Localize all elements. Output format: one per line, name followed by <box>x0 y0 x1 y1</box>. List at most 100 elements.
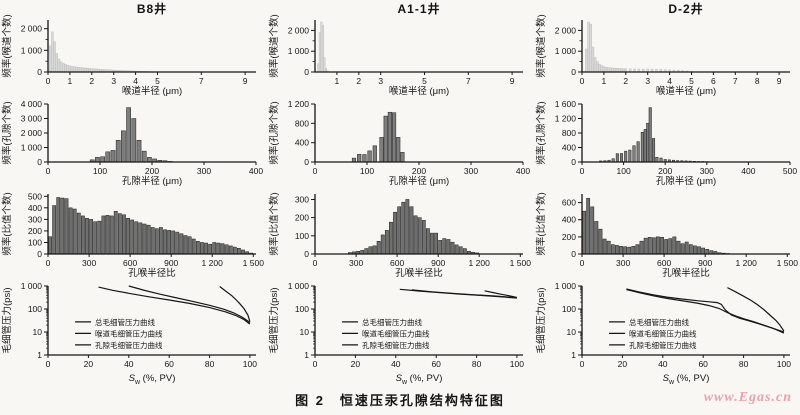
svg-text:100: 100 <box>777 359 791 369</box>
svg-text:0: 0 <box>313 359 318 369</box>
svg-text:10: 10 <box>567 327 577 337</box>
svg-text:频率(比值个数): 频率(比值个数) <box>268 192 280 255</box>
svg-text:400: 400 <box>249 166 263 176</box>
svg-text:900: 900 <box>431 258 445 268</box>
svg-text:喉道毛细管压力曲线: 喉道毛细管压力曲线 <box>95 328 163 338</box>
svg-text:9: 9 <box>510 76 515 86</box>
svg-text:孔隙毛细管压力曲线: 孔隙毛细管压力曲线 <box>629 340 697 350</box>
svg-text:1 000: 1 000 <box>555 46 577 56</box>
svg-text:0: 0 <box>313 166 318 176</box>
svg-text:0: 0 <box>37 157 42 167</box>
svg-text:喉道半径 (μm): 喉道半径 (μm) <box>389 85 449 97</box>
svg-text:400: 400 <box>562 143 576 153</box>
svg-text:0: 0 <box>46 76 51 86</box>
svg-text:100: 100 <box>28 304 42 314</box>
chart-d-2-pore-radius-histogram: 0 100 200 300 400 500 0 400 800 1 200 1 600 频率(孔隙个数… <box>535 99 797 187</box>
svg-text:900: 900 <box>164 258 178 268</box>
svg-text:400: 400 <box>516 166 530 176</box>
svg-text:600: 600 <box>562 198 576 208</box>
svg-text:频率(孔隙个数): 频率(孔隙个数) <box>1 101 13 164</box>
svg-text:800: 800 <box>295 118 309 128</box>
chart-a1-1-pore-radius-histogram: 0 100 200 300 400 0 400 800 1 200 频率(孔隙个数) 孔隙半径 (μ… <box>268 99 530 187</box>
svg-text:毛细管压力(psi): 毛细管压力(psi) <box>1 288 13 354</box>
svg-text:0: 0 <box>304 249 309 259</box>
svg-text:总毛细管压力曲线: 总毛细管压力曲线 <box>629 317 689 327</box>
svg-text:孔喉半径比: 孔喉半径比 <box>662 267 710 279</box>
svg-text:喉道毛细管压力曲线: 喉道毛细管压力曲线 <box>629 328 697 338</box>
svg-text:0: 0 <box>580 258 585 268</box>
svg-text:孔喉半径比: 孔喉半径比 <box>395 267 443 279</box>
svg-text:400: 400 <box>562 215 576 225</box>
svg-text:频率(比值个数): 频率(比值个数) <box>535 192 547 255</box>
svg-text:频率(孔隙个数): 频率(孔隙个数) <box>268 101 280 164</box>
svg-text:6: 6 <box>711 76 716 86</box>
svg-text:0: 0 <box>304 67 309 77</box>
svg-text:100: 100 <box>360 166 374 176</box>
svg-text:10: 10 <box>33 327 43 337</box>
well-title-a1-1: A1-1井 <box>397 2 441 16</box>
svg-text:1 600: 1 600 <box>555 99 577 109</box>
svg-text:1 000: 1 000 <box>21 143 43 153</box>
svg-text:孔隙半径 (μm): 孔隙半径 (μm) <box>122 175 182 187</box>
svg-text:4: 4 <box>133 76 138 86</box>
svg-text:2: 2 <box>89 76 94 86</box>
svg-text:100: 100 <box>295 304 309 314</box>
svg-text:100: 100 <box>28 238 42 248</box>
svg-text:0: 0 <box>571 249 576 259</box>
svg-text:60: 60 <box>431 359 441 369</box>
svg-text:1: 1 <box>602 76 607 86</box>
svg-text:频率(比值个数): 频率(比值个数) <box>1 192 13 255</box>
svg-text:喉道半径 (μm): 喉道半径 (μm) <box>656 85 716 97</box>
svg-text:600: 600 <box>123 258 137 268</box>
svg-text:毛细管压力(psi): 毛细管压力(psi) <box>268 288 280 354</box>
svg-text:孔隙半径 (μm): 孔隙半径 (μm) <box>656 175 716 187</box>
svg-text:Sw (%, PV): Sw (%, PV) <box>396 373 443 385</box>
svg-text:400: 400 <box>741 166 755 176</box>
svg-text:1 500: 1 500 <box>510 258 532 268</box>
svg-text:400: 400 <box>295 138 309 148</box>
svg-text:900: 900 <box>698 258 712 268</box>
chart-a1-1-pore-throat-ratio-histogram: 0 300 600 900 1 200 1 500 0 100 200 300 频率(比值个数) 孔喉… <box>268 192 532 279</box>
svg-text:200: 200 <box>658 166 672 176</box>
svg-text:800: 800 <box>562 128 576 138</box>
svg-text:100: 100 <box>93 166 107 176</box>
svg-text:300: 300 <box>464 166 478 176</box>
watermark-text: www.Egas.cn <box>703 390 792 405</box>
svg-text:0: 0 <box>313 258 318 268</box>
svg-text:200: 200 <box>145 166 159 176</box>
svg-text:1: 1 <box>304 350 309 360</box>
svg-text:Sw (%, PV): Sw (%, PV) <box>129 373 176 385</box>
chart-d-2-capillary-pressure-curves: 0 20 40 60 80 100 1 10 100 1 000 毛细管压力(psi) Sw (%, … <box>535 281 791 385</box>
svg-text:40: 40 <box>391 359 401 369</box>
svg-text:频率(喉道个数): 频率(喉道个数) <box>535 14 547 77</box>
svg-text:2 000: 2 000 <box>288 25 310 35</box>
svg-text:300: 300 <box>197 166 211 176</box>
svg-text:0: 0 <box>46 166 51 176</box>
svg-text:1 200: 1 200 <box>555 114 577 124</box>
svg-text:300: 300 <box>28 214 42 224</box>
svg-text:孔隙毛细管压力曲线: 孔隙毛细管压力曲线 <box>95 340 163 350</box>
svg-text:3: 3 <box>378 76 383 86</box>
svg-text:7: 7 <box>199 76 204 86</box>
chart-b8-throat-radius-histogram: 0 1 2 3 4 5 7 9 0 1 000 2 000 频率(喉道个数) 喉道半径 (μm) <box>1 14 256 97</box>
svg-text:0: 0 <box>580 359 585 369</box>
svg-text:9: 9 <box>243 76 248 86</box>
svg-text:0: 0 <box>304 157 309 167</box>
well-title-d-2: D-2井 <box>668 2 704 16</box>
svg-text:100: 100 <box>295 231 309 241</box>
svg-text:7: 7 <box>733 76 738 86</box>
svg-text:1 000: 1 000 <box>288 46 310 56</box>
svg-text:80: 80 <box>739 359 749 369</box>
chart-d-2-throat-radius-histogram: 0 1 2 3 4 5 6 7 8 9 0 1 000 2 000 频率(喉道个数) 喉道半径 (μm) <box>535 14 790 97</box>
svg-text:200: 200 <box>562 232 576 242</box>
svg-text:200: 200 <box>295 213 309 223</box>
svg-text:60: 60 <box>164 359 174 369</box>
svg-text:9: 9 <box>777 76 782 86</box>
svg-text:100: 100 <box>562 304 576 314</box>
svg-text:300: 300 <box>700 166 714 176</box>
svg-text:300: 300 <box>616 258 630 268</box>
svg-text:孔隙毛细管压力曲线: 孔隙毛细管压力曲线 <box>362 340 430 350</box>
svg-text:600: 600 <box>390 258 404 268</box>
svg-text:1: 1 <box>37 350 42 360</box>
svg-text:频率(喉道个数): 频率(喉道个数) <box>1 14 13 77</box>
